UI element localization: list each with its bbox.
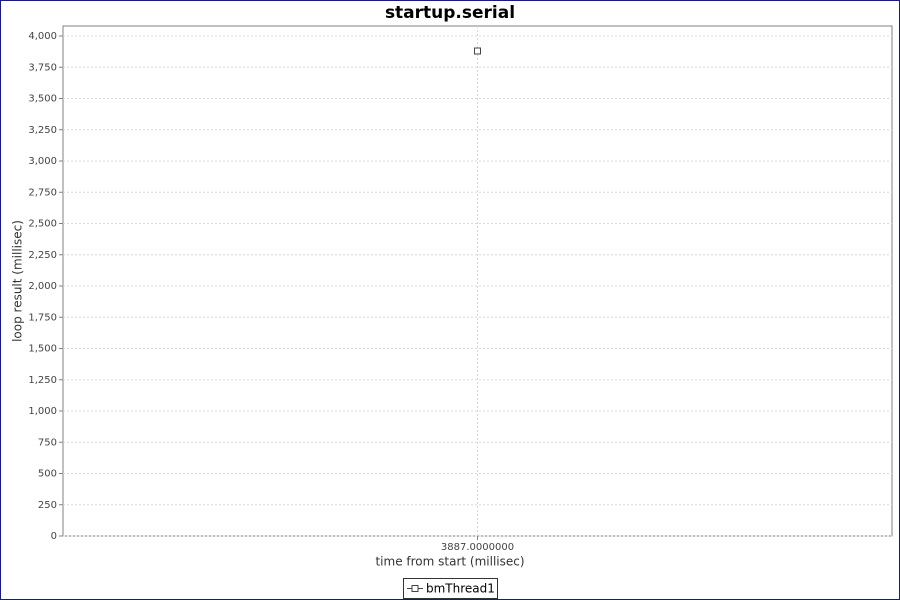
y-tick-label: 2,000 bbox=[28, 281, 57, 292]
y-tick-label: 4,000 bbox=[28, 31, 57, 42]
y-tick-label: 1,250 bbox=[28, 375, 57, 386]
legend-marker bbox=[411, 585, 419, 592]
y-tick-label: 2,500 bbox=[28, 219, 57, 230]
y-tick-label: 1,500 bbox=[28, 344, 57, 355]
y-axis-label: loop result (millisec) bbox=[11, 220, 25, 342]
y-tick-label: 250 bbox=[38, 500, 57, 511]
y-tick-label: 1,750 bbox=[28, 312, 57, 323]
chart-title: startup.serial bbox=[385, 3, 515, 23]
data-point bbox=[474, 47, 481, 55]
legend-label: bmThread1 bbox=[426, 582, 495, 596]
y-tick-label: 3,250 bbox=[28, 125, 57, 136]
y-tick-label: 1,000 bbox=[28, 406, 57, 417]
y-tick-label: 750 bbox=[38, 437, 57, 448]
x-axis-label: time from start (millisec) bbox=[375, 555, 524, 569]
y-tick-label: 3,500 bbox=[28, 94, 57, 105]
y-tick-label: 2,750 bbox=[28, 187, 57, 198]
y-tick-label: 3,750 bbox=[28, 62, 57, 73]
x-tick-label: 3887.0000000 bbox=[441, 542, 514, 553]
legend-box bbox=[403, 578, 498, 599]
y-tick-label: 0 bbox=[51, 531, 57, 542]
y-tick-label: 500 bbox=[38, 469, 57, 480]
y-tick-label: 2,250 bbox=[28, 250, 57, 261]
y-tick-label: 3,000 bbox=[28, 156, 57, 167]
